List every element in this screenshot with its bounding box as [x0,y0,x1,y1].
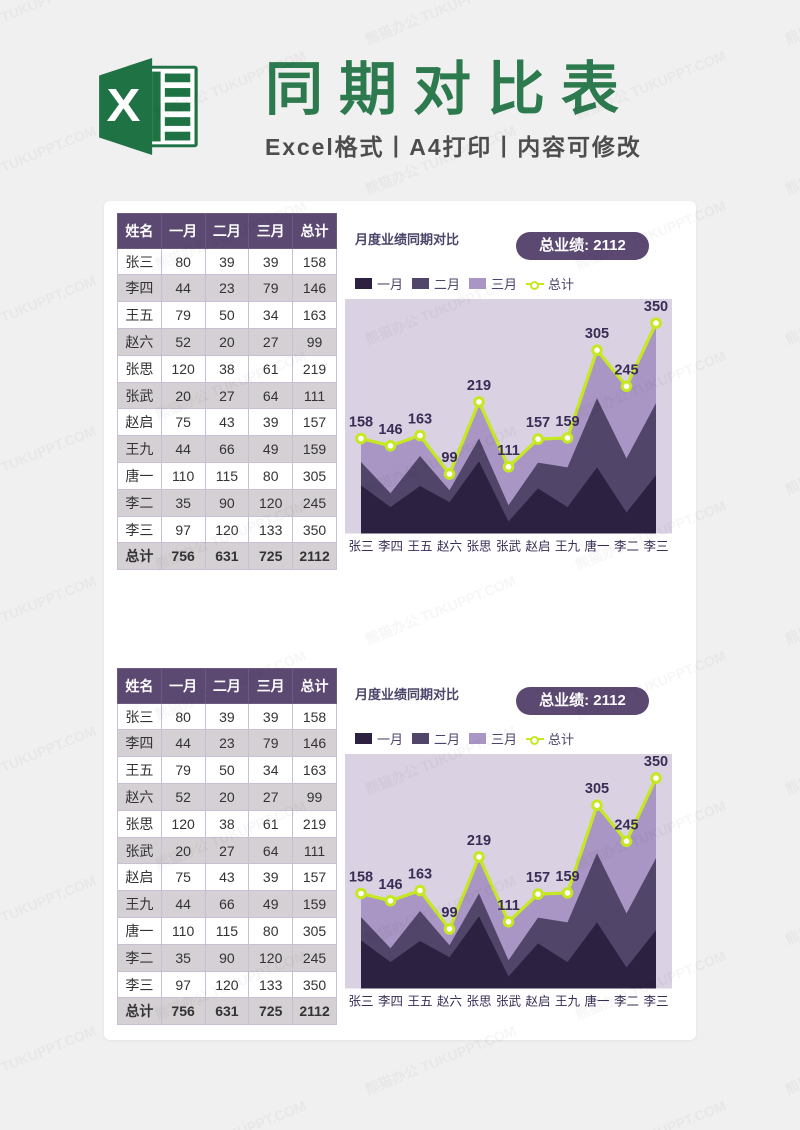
svg-text:X: X [107,80,141,132]
